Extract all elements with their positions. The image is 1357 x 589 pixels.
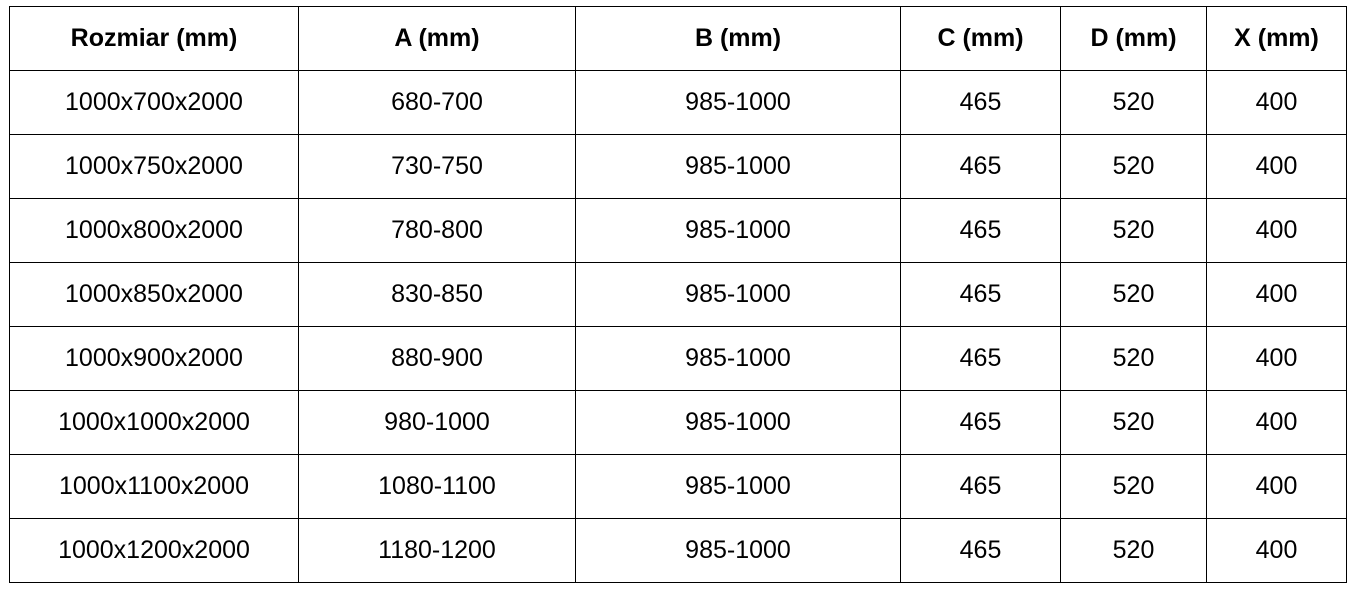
cell-a: 980-1000	[298, 390, 576, 455]
cell-c: 465	[900, 518, 1061, 583]
cell-d: 520	[1060, 262, 1207, 327]
cell-d: 520	[1060, 198, 1207, 263]
cell-a: 880-900	[298, 326, 576, 391]
header-b: B (mm)	[575, 6, 901, 71]
cell-b: 985-1000	[575, 326, 901, 391]
cell-d: 520	[1060, 134, 1207, 199]
cell-x: 400	[1206, 326, 1347, 391]
cell-d: 520	[1060, 70, 1207, 135]
cell-a: 1080-1100	[298, 454, 576, 519]
cell-b: 985-1000	[575, 262, 901, 327]
cell-x: 400	[1206, 262, 1347, 327]
cell-c: 465	[900, 326, 1061, 391]
cell-a: 680-700	[298, 70, 576, 135]
cell-d: 520	[1060, 390, 1207, 455]
cell-a: 780-800	[298, 198, 576, 263]
table-row: 1000x1100x2000 1080-1100 985-1000 465 520 400	[9, 454, 1347, 519]
cell-a: 1180-1200	[298, 518, 576, 583]
cell-size: 1000x700x2000	[9, 70, 299, 135]
header-c: C (mm)	[900, 6, 1061, 71]
cell-b: 985-1000	[575, 198, 901, 263]
table-row: 1000x850x2000 830-850 985-1000 465 520 400	[9, 262, 1347, 327]
cell-size: 1000x1200x2000	[9, 518, 299, 583]
cell-a: 730-750	[298, 134, 576, 199]
cell-c: 465	[900, 198, 1061, 263]
header-row: Rozmiar (mm) A (mm) B (mm) C (mm) D (mm)…	[9, 6, 1347, 71]
cell-d: 520	[1060, 518, 1207, 583]
header-x: X (mm)	[1206, 6, 1347, 71]
cell-c: 465	[900, 70, 1061, 135]
cell-c: 465	[900, 390, 1061, 455]
header-d: D (mm)	[1060, 6, 1207, 71]
cell-d: 520	[1060, 454, 1207, 519]
table-row: 1000x1200x2000 1180-1200 985-1000 465 520 400	[9, 518, 1347, 583]
cell-size: 1000x1000x2000	[9, 390, 299, 455]
cell-x: 400	[1206, 454, 1347, 519]
cell-c: 465	[900, 262, 1061, 327]
cell-x: 400	[1206, 518, 1347, 583]
cell-c: 465	[900, 454, 1061, 519]
cell-b: 985-1000	[575, 390, 901, 455]
cell-x: 400	[1206, 70, 1347, 135]
cell-c: 465	[900, 134, 1061, 199]
cell-b: 985-1000	[575, 518, 901, 583]
cell-x: 400	[1206, 198, 1347, 263]
cell-x: 400	[1206, 134, 1347, 199]
cell-size: 1000x850x2000	[9, 262, 299, 327]
cell-b: 985-1000	[575, 454, 901, 519]
dimensions-table: Rozmiar (mm) A (mm) B (mm) C (mm) D (mm)…	[9, 6, 1347, 583]
cell-size: 1000x750x2000	[9, 134, 299, 199]
table-row: 1000x1000x2000 980-1000 985-1000 465 520 400	[9, 390, 1347, 455]
cell-d: 520	[1060, 326, 1207, 391]
cell-b: 985-1000	[575, 70, 901, 135]
header-a: A (mm)	[298, 6, 576, 71]
cell-x: 400	[1206, 390, 1347, 455]
cell-size: 1000x1100x2000	[9, 454, 299, 519]
header-size: Rozmiar (mm)	[9, 6, 299, 71]
cell-a: 830-850	[298, 262, 576, 327]
cell-b: 985-1000	[575, 134, 901, 199]
table-row: 1000x750x2000 730-750 985-1000 465 520 400	[9, 134, 1347, 199]
table-row: 1000x900x2000 880-900 985-1000 465 520 400	[9, 326, 1347, 391]
table-row: 1000x800x2000 780-800 985-1000 465 520 400	[9, 198, 1347, 263]
cell-size: 1000x900x2000	[9, 326, 299, 391]
cell-size: 1000x800x2000	[9, 198, 299, 263]
table-row: 1000x700x2000 680-700 985-1000 465 520 400	[9, 70, 1347, 135]
